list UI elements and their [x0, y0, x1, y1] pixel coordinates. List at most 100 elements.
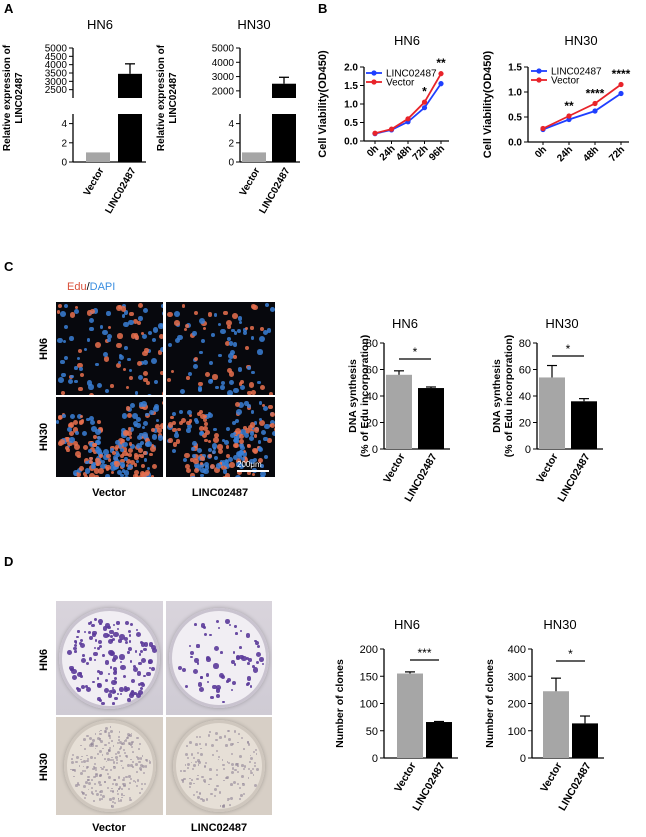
c-hn30-yticklabel-1: 20: [519, 418, 531, 430]
b-hn6-xticklabel-4: 96h: [427, 143, 447, 163]
b-hn30-point-linc02487-3: [618, 90, 624, 97]
b-hn6-legend-marker-1: [371, 79, 377, 85]
c-hn6-ylabel-line2: (% of Edu incorporation): [359, 335, 371, 458]
c-hn6-yticklabel-1: 20: [366, 418, 378, 430]
b-hn6-yticklabel-2: 1.0: [344, 100, 358, 111]
a-hn30-yticklabel-lower-2: 4: [228, 119, 234, 130]
colony-dish-hn6-linc02487: [166, 601, 272, 715]
b-hn30-yticklabel-1: 0.5: [508, 113, 522, 124]
b-hn6-legend-label-0: LINC02487: [386, 69, 437, 80]
b-hn6-yticklabel-1: 0.5: [344, 118, 358, 129]
b-hn6-point-vector-4: [438, 71, 444, 77]
b-hn30-legend-marker-0: [536, 68, 542, 74]
a-hn6-yticklabel-lower-1: 2: [61, 138, 67, 149]
d-hn6-yticklabel-4: 200: [360, 644, 378, 656]
b-hn30-xticklabel-1: 24h: [555, 144, 575, 164]
d-hn6-yticklabel-1: 50: [366, 726, 378, 738]
c-hn30-yticklabel-4: 80: [519, 338, 531, 350]
c-hn30-yticklabel-3: 60: [519, 365, 531, 377]
a-hn6-ylabel-line1: Relative expression of: [2, 44, 13, 151]
a-hn30-title: HN30: [237, 17, 270, 32]
c-hn6-yticklabel-0: 0: [372, 444, 378, 456]
c-hn6-group: HN6 DNA synthesis (% of Edu incorporation)…: [347, 316, 450, 504]
a-hn6-yticklabel-lower-2: 4: [61, 119, 67, 130]
a-hn30-yticklabel-lower-1: 2: [228, 138, 234, 149]
b-hn6-point-vector-1: [388, 126, 395, 132]
c-hn30-significance-label: *: [566, 342, 571, 356]
b-hn6-point-vector-0: [372, 130, 378, 136]
scale-bar-line: [237, 470, 269, 472]
b-hn30-group: HN30 Cell Viability(OD450) 0.0 0.5 1.0 1.5 0h 2…: [482, 33, 631, 164]
d-hn6-yticklabel-2: 100: [360, 699, 378, 711]
dish-col-label-linc02487: LINC02487: [191, 822, 247, 834]
stain-dapi-label: DAPI: [90, 281, 116, 293]
d-hn30-bar-vector: [543, 691, 569, 758]
micrograph-hn6-vector: [56, 302, 163, 395]
colony-dish-hn30-linc02487: [166, 717, 272, 815]
b-hn6-xticklabel-3: 72h: [411, 143, 431, 163]
b-hn30-point-vector-0: [540, 125, 546, 132]
c-hn6-bar-linc02487: [418, 388, 444, 449]
a-hn30-yticklabel-upper-3: 5000: [212, 44, 235, 55]
b-hn30-ylabel: Cell Viability(OD450): [482, 50, 494, 158]
a-hn30-bar-linc02487-lower: [272, 114, 296, 162]
b-hn6-significance-1: **: [436, 56, 446, 70]
b-hn30-point-vector-3: [618, 81, 624, 88]
c-hn30-yticklabel-2: 40: [519, 391, 531, 403]
d-hn6-yticklabel-3: 150: [360, 671, 378, 683]
a-hn6-xticklabel-0: Vector: [82, 166, 107, 198]
d-hn6-xticklabel-0: Vector: [392, 761, 418, 795]
stain-label: Edu/DAPI: [67, 281, 115, 293]
a-hn30-xticklabel-1: LINC02487: [258, 166, 293, 216]
d-hn6-significance-label: ***: [417, 646, 431, 660]
d-hn6-title: HN6: [394, 617, 420, 632]
d-hn30-ylabel-line1: Number of clones: [484, 659, 496, 748]
c-hn6-yticklabel-4: 80: [366, 338, 378, 350]
b-hn6-legend-marker-0: [371, 70, 377, 76]
c-hn6-ylabel-line1: DNA synthesis: [347, 359, 359, 433]
stain-separator: /: [87, 281, 91, 293]
b-hn30-significance-2: ****: [612, 67, 631, 81]
a-hn30-yticklabel-upper-2: 4000: [212, 58, 235, 69]
b-hn30-legend-label-1: Vector: [551, 76, 580, 87]
a-hn6-ylabel-line2: LINC02487: [14, 72, 25, 124]
d-hn30-yticklabel-3: 300: [508, 671, 526, 683]
a-hn6-yticklabel-lower-0: 0: [61, 158, 67, 169]
a-hn30-ylabel-line1: Relative expression of: [156, 44, 167, 151]
b-hn30-line-linc02487: [542, 92, 622, 131]
a-hn6-xticklabel-1: LINC02487: [104, 166, 139, 216]
d-hn30-yticklabel-2: 200: [508, 699, 526, 711]
b-hn6-legend-label-1: Vector: [386, 78, 415, 89]
c-hn30-xticklabel-1: LINC02487: [555, 451, 592, 504]
a-hn6-yticklabel-upper-3: 4000: [45, 60, 68, 71]
panel-letter-a: A: [4, 1, 14, 16]
a-hn30-bar-vector: [242, 152, 266, 162]
a-hn6-bar-linc02487-lower: [118, 114, 142, 162]
a-hn6-yticklabel-upper-0: 2500: [45, 85, 68, 96]
culture-dish: [173, 720, 265, 812]
b-hn6-significance-0: *: [422, 85, 427, 99]
dish-row-label-hn6: HN6: [38, 649, 50, 671]
b-hn6-point-linc02487-4: [438, 81, 444, 87]
c-hn6-title: HN6: [392, 316, 418, 331]
d-hn30-bar-linc02487: [572, 723, 598, 758]
b-hn6-yticklabel-0: 0.0: [344, 137, 358, 148]
b-hn6-xticklabel-1: 24h: [378, 143, 398, 163]
b-hn30-title: HN30: [564, 33, 597, 48]
d-hn6-yticklabel-0: 0: [372, 753, 378, 765]
d-hn30-yticklabel-0: 0: [520, 753, 526, 765]
c-hn6-significance-label: *: [413, 345, 418, 359]
b-hn6-point-vector-3: [421, 99, 428, 105]
c-hn30-ylabel-line1: DNA synthesis: [491, 359, 503, 433]
b-hn30-point-vector-1: [566, 113, 572, 119]
b-hn30-xticklabel-3: 72h: [607, 144, 627, 164]
d-hn30-yticklabel-4: 400: [508, 644, 526, 656]
colony-dish-hn6-vector: [56, 601, 163, 715]
c-hn30-group: HN30 DNA synthesis (% of Edu incorporation…: [491, 316, 603, 504]
c-hn30-xticklabel-0: Vector: [534, 452, 560, 486]
d-hn30-xticklabel-0: Vector: [538, 761, 564, 795]
a-hn6-bar-vector: [86, 152, 110, 162]
